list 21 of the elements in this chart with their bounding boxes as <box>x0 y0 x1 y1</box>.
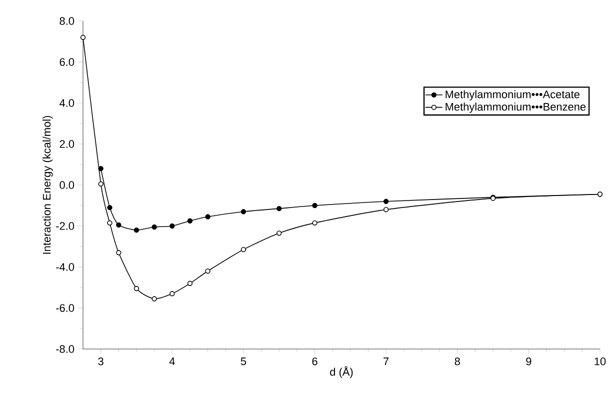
y-tick-label: -6.0 <box>56 304 74 312</box>
y-tick-label: -2.0 <box>56 222 74 230</box>
x-tick-label: 10 <box>594 358 606 366</box>
x-tick-label: 5 <box>240 358 246 366</box>
x-tick-label: 7 <box>384 358 389 366</box>
x-tick-label: 9 <box>526 358 532 366</box>
x-tick-label: 4 <box>169 358 175 366</box>
x-tick-label: 8 <box>454 358 460 366</box>
x-tick-label: 6 <box>312 358 318 366</box>
y-tick-label: 0.0 <box>60 181 74 189</box>
y-tick-label: -8.0 <box>56 345 74 353</box>
x-tick-label: 3 <box>98 358 104 366</box>
legend-label: Methylammonium•••Benzene <box>446 102 586 113</box>
y-tick-label: 8.0 <box>60 17 74 25</box>
y-tick-label: 6.0 <box>60 58 74 66</box>
x-axis-title: d (Å) <box>330 366 353 378</box>
y-tick-label: 4.0 <box>60 99 74 107</box>
y-tick-label: 2.0 <box>60 140 74 148</box>
legend-label: Methylammonium•••Acetate <box>446 90 580 100</box>
y-axis-title: Interaction Energy (kcal/mol) <box>42 116 53 254</box>
y-tick-label: -4.0 <box>56 263 74 271</box>
